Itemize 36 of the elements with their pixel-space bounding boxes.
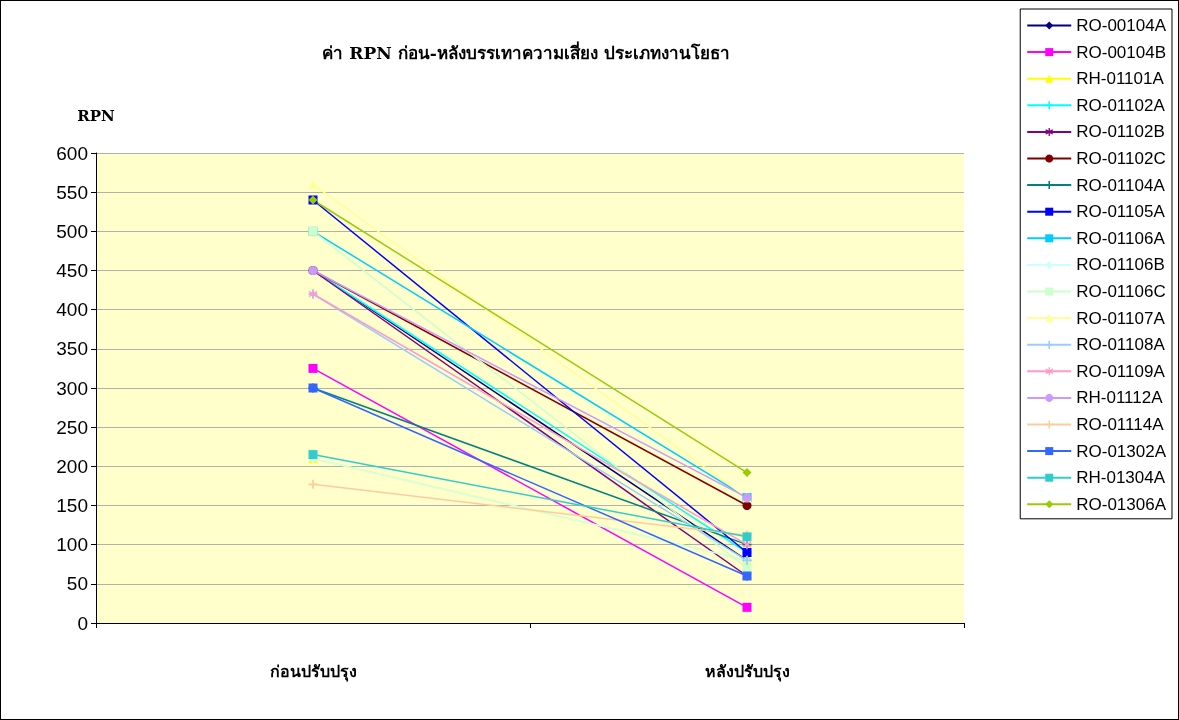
legend-label: RO-01102A xyxy=(1076,95,1166,115)
legend-label: RO-01106B xyxy=(1076,255,1165,275)
legend-label: RO-01302A xyxy=(1076,441,1167,461)
legend-label: RO-01114A xyxy=(1076,415,1165,434)
y-tick-label: 300 xyxy=(56,377,88,399)
legend-label: RO-01106A xyxy=(1076,228,1166,248)
legend-label: RO-01109A xyxy=(1076,361,1166,381)
legend-label: RO-01105A xyxy=(1076,202,1166,222)
legend-label: RO-01107A xyxy=(1076,308,1166,328)
legend-label: RO-01102C xyxy=(1076,149,1166,168)
legend-label: RO-01106C xyxy=(1076,282,1166,301)
legend-label: RH-01101A xyxy=(1076,69,1165,89)
y-tick-label: 200 xyxy=(56,455,88,477)
x-tick-label: หลังปรับปรุง xyxy=(704,661,790,682)
y-tick-label: 50 xyxy=(66,573,88,595)
y-tick-label: 500 xyxy=(56,220,88,242)
y-tick-label: 350 xyxy=(56,338,88,360)
y-tick-label: 550 xyxy=(56,181,88,203)
legend-label: RH-01112A xyxy=(1076,388,1164,408)
legend-label: RO-01108A xyxy=(1076,335,1166,355)
y-axis-title: RPN xyxy=(77,106,116,125)
y-tick-label: 150 xyxy=(56,495,88,516)
legend-label: RO-01306A xyxy=(1076,494,1167,514)
legend-label: RO-01102B xyxy=(1076,122,1165,142)
y-tick-label: 100 xyxy=(56,534,88,556)
y-tick-label: 250 xyxy=(56,416,88,438)
chart-title: ค่า RPN ก่อน-หลังบรรเทาความเสี่ยง ประเภทงานโยธา xyxy=(322,40,730,63)
y-tick-label: 0 xyxy=(77,612,88,634)
x-tick-label: ก่อนปรับปรุง xyxy=(269,661,357,682)
y-tick-label: 400 xyxy=(56,299,88,321)
legend-label: RO-00104B xyxy=(1076,42,1167,62)
legend-label: RO-01104A xyxy=(1076,175,1166,195)
y-tick-label: 600 xyxy=(56,142,88,164)
legend-label: RO-00104A xyxy=(1076,16,1167,35)
legend-label: RH-01304A xyxy=(1076,468,1166,488)
y-tick-label: 450 xyxy=(56,260,88,281)
